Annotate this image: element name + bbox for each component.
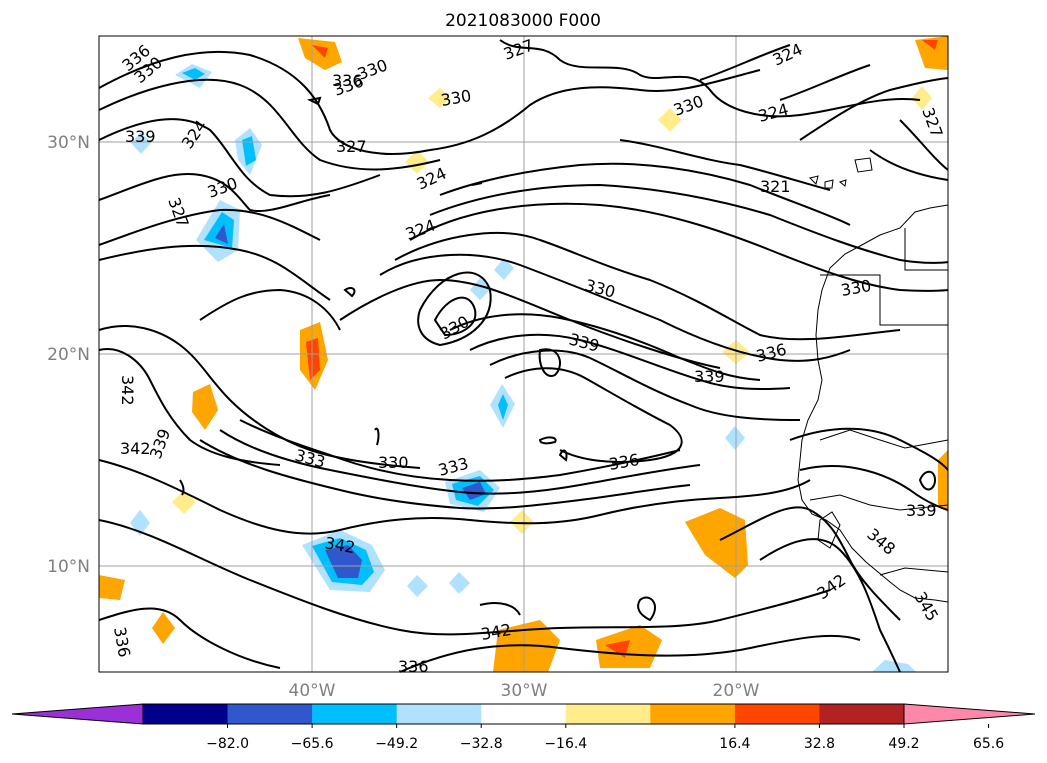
- colorbar-segment: [143, 704, 229, 724]
- contour-label: 330: [378, 453, 409, 472]
- warm-patch: [405, 150, 429, 174]
- colorbar-tick-label: −49.2: [375, 736, 418, 752]
- colorbar-tick-label: −82.0: [206, 736, 249, 752]
- warm-patch: [306, 338, 320, 380]
- cool-patch: [131, 132, 151, 154]
- colorbar-segment: [819, 704, 905, 724]
- map-title: 2021083000 F000: [445, 11, 601, 31]
- lat-label-30n: 30°N: [47, 133, 90, 153]
- colorbar-segment: [481, 704, 567, 724]
- cool-patch: [462, 482, 486, 500]
- cool-patch: [494, 258, 514, 280]
- warm-patch: [685, 508, 748, 578]
- cool-patch: [242, 136, 256, 166]
- cool-patch: [449, 572, 470, 594]
- lon-label-20w: 20°W: [713, 681, 760, 701]
- colorbar-segment: [396, 704, 482, 724]
- contour-label: 342: [120, 439, 151, 458]
- contour-labels: 336 330 339 336 336 330 327 330 327 324 …: [110, 35, 946, 676]
- cool-patch: [498, 394, 508, 420]
- colorbar-tick-label: 32.8: [804, 736, 835, 752]
- cool-patch: [872, 660, 916, 672]
- colorbar-frame: [142, 703, 905, 725]
- warm-patch: [596, 625, 662, 668]
- contour-label: 342: [118, 375, 137, 406]
- warm-patch: [658, 108, 682, 132]
- lat-labels: 30°N 20°N 10°N: [47, 133, 90, 577]
- colorbar-tick-label: 49.2: [888, 736, 919, 752]
- colorbar-extend-max: [903, 703, 1036, 725]
- warm-patch: [510, 510, 534, 534]
- colorbar-ticks: −82.0 −65.6 −49.2 −32.8 −16.4 16.4 32.8 49.2 65.…: [206, 724, 1004, 752]
- colorbar-tick-label: 16.4: [719, 736, 750, 752]
- colorbar-tick-label: −16.4: [544, 736, 587, 752]
- warm-patch: [192, 384, 218, 430]
- cool-patch: [215, 224, 228, 244]
- warm-patch: [312, 45, 328, 58]
- map-frame: [98, 35, 949, 673]
- colorbar-segment: [312, 704, 398, 724]
- colorbar-segment: [227, 704, 313, 724]
- lon-label-40w: 40°W: [289, 681, 336, 701]
- colorbar-segments: [11, 703, 1036, 725]
- warm-shading: [99, 36, 948, 672]
- warm-patch: [99, 575, 125, 600]
- colorbar-tick-label: −32.8: [460, 736, 503, 752]
- lat-label-20n: 20°N: [47, 345, 90, 365]
- colorbar-segment: [734, 704, 820, 724]
- contour-label: 339: [694, 367, 725, 386]
- lon-labels: 40°W 30°W 20°W: [289, 681, 760, 701]
- cool-patch: [725, 426, 745, 450]
- cool-patch: [325, 545, 362, 578]
- contour-label: 339: [906, 501, 937, 520]
- contour-lines: [98, 39, 949, 673]
- lat-label-10n: 10°N: [47, 557, 90, 577]
- warm-patch: [428, 88, 450, 108]
- colorbar-tick-label: −65.6: [291, 736, 334, 752]
- colorbar: −82.0 −65.6 −49.2 −32.8 −16.4 16.4 32.8 49.2 65.…: [11, 703, 1036, 752]
- cool-patch: [182, 68, 205, 80]
- contour-label: 327: [336, 137, 367, 156]
- warm-patch: [152, 612, 175, 644]
- colorbar-tick-label: 65.6: [973, 736, 1004, 752]
- coastlines: [797, 157, 949, 603]
- map-panel: 336 330 339 336 336 330 327 330 327 324 …: [98, 35, 949, 676]
- warm-patch: [922, 40, 938, 50]
- colorbar-extend-min: [11, 703, 144, 725]
- warm-patch: [298, 38, 342, 70]
- cool-patch: [407, 575, 428, 597]
- warm-patch: [912, 86, 932, 110]
- contour-label: 336: [398, 657, 429, 676]
- warm-patch: [915, 36, 948, 70]
- colorbar-segment: [565, 704, 651, 724]
- colorbar-segment: [650, 704, 736, 724]
- contour-label: 336: [332, 71, 363, 90]
- warm-patch: [938, 450, 948, 512]
- contour-label: 339: [125, 127, 156, 146]
- lon-label-30w: 30°W: [501, 681, 548, 701]
- contour-label: 321: [760, 177, 791, 196]
